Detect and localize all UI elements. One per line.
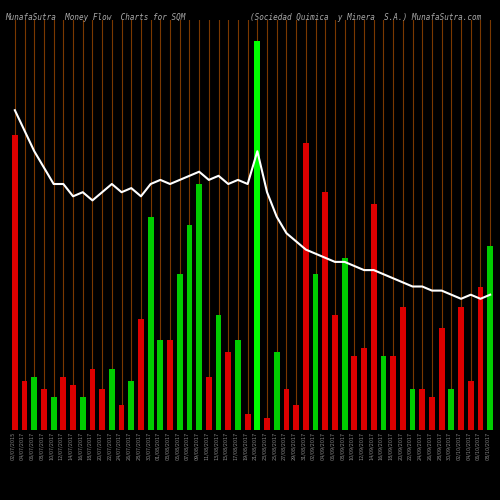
Bar: [80, 397, 86, 430]
Bar: [186, 225, 192, 430]
Bar: [128, 381, 134, 430]
Bar: [226, 352, 231, 430]
Bar: [235, 340, 241, 430]
Bar: [458, 307, 464, 430]
Bar: [22, 381, 28, 430]
Bar: [478, 286, 484, 430]
Bar: [429, 397, 435, 430]
Bar: [438, 328, 444, 430]
Bar: [380, 356, 386, 430]
Bar: [41, 389, 47, 430]
Bar: [109, 368, 115, 430]
Bar: [254, 40, 260, 430]
Bar: [148, 217, 154, 430]
Bar: [99, 389, 105, 430]
Bar: [158, 340, 164, 430]
Bar: [400, 307, 406, 430]
Bar: [361, 348, 367, 430]
Bar: [177, 274, 182, 430]
Bar: [216, 315, 222, 430]
Bar: [284, 389, 290, 430]
Bar: [196, 184, 202, 430]
Bar: [420, 389, 425, 430]
Bar: [487, 246, 493, 430]
Bar: [12, 135, 18, 430]
Bar: [244, 414, 250, 430]
Bar: [468, 381, 473, 430]
Bar: [70, 385, 76, 430]
Bar: [293, 406, 299, 430]
Bar: [206, 376, 212, 430]
Bar: [448, 389, 454, 430]
Bar: [371, 204, 376, 430]
Bar: [390, 356, 396, 430]
Bar: [167, 340, 173, 430]
Bar: [332, 315, 338, 430]
Bar: [138, 320, 144, 430]
Bar: [312, 274, 318, 430]
Bar: [342, 258, 347, 430]
Text: (Sociedad Quimica  y Minera  S.A.) MunafaSutra.com: (Sociedad Quimica y Minera S.A.) MunafaS…: [250, 12, 481, 22]
Bar: [118, 406, 124, 430]
Bar: [274, 352, 280, 430]
Bar: [264, 418, 270, 430]
Bar: [90, 368, 96, 430]
Text: MunafaSutra  Money Flow  Charts for SQM: MunafaSutra Money Flow Charts for SQM: [5, 12, 186, 22]
Bar: [32, 376, 37, 430]
Bar: [303, 143, 309, 430]
Bar: [352, 356, 358, 430]
Bar: [60, 376, 66, 430]
Bar: [410, 389, 416, 430]
Bar: [50, 397, 56, 430]
Bar: [322, 192, 328, 430]
